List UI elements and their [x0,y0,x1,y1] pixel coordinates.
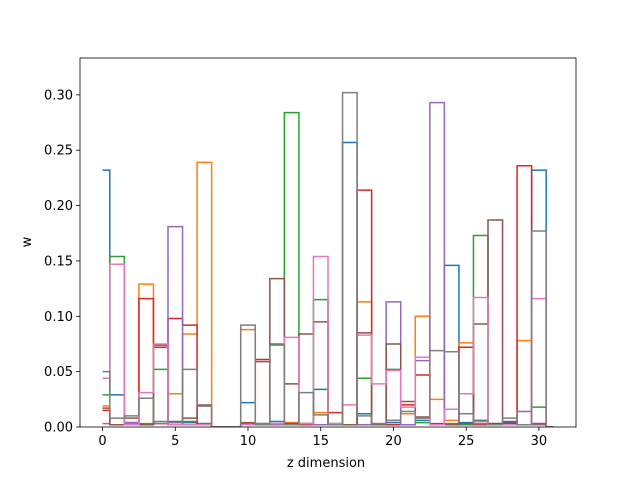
x-tick-label: 0 [98,434,106,449]
x-tick-label: 5 [171,434,179,449]
x-tick-label: 20 [385,434,402,449]
y-tick-label: 0.30 [44,88,73,103]
series-7-line [102,91,554,427]
y-tick-label: 0.05 [44,365,73,380]
y-axis-label: w [20,236,35,247]
y-tick-label: 0.10 [44,310,73,325]
y-tick-label: 0.20 [44,199,73,214]
x-tick-label: 25 [458,434,475,449]
y-tick-label: 0.15 [44,254,73,269]
x-tick-label: 15 [312,434,329,449]
x-tick-label: 30 [531,434,548,449]
x-axis-label: z dimension [287,456,365,471]
plot-frame [79,57,577,428]
y-tick-label: 0.25 [44,144,73,159]
series-6-line [102,255,554,427]
y-tick-label: 0.00 [44,421,73,436]
x-tick-label: 10 [240,434,257,449]
